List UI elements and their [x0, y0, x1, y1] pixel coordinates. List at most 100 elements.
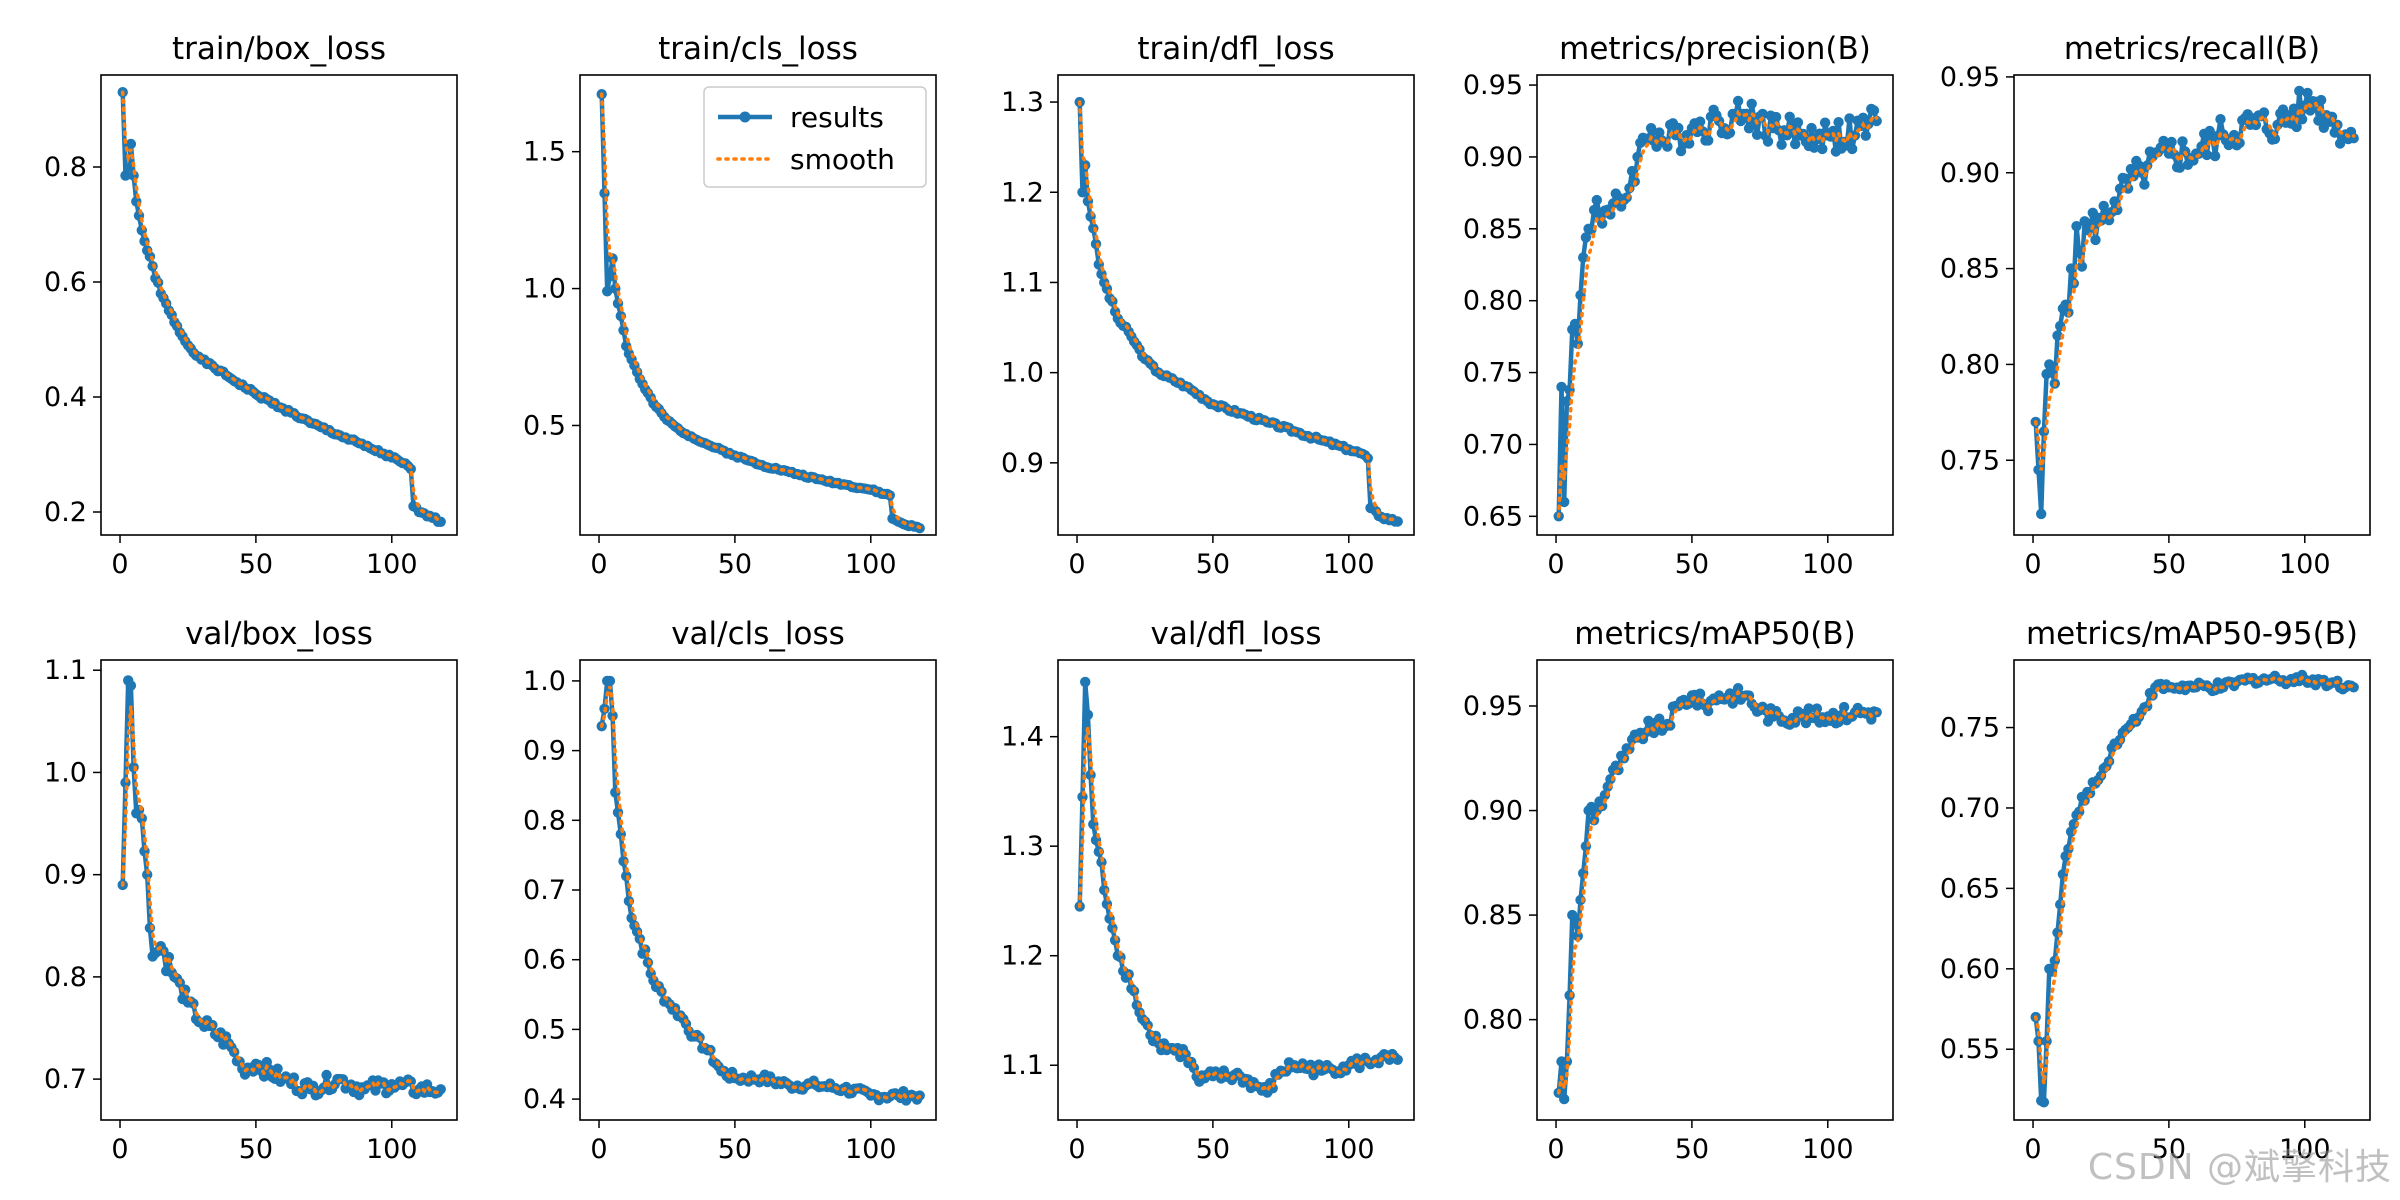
y-tick-label: 0.9 [1001, 448, 1044, 479]
results-point [2348, 133, 2359, 144]
x-tick-label: 100 [366, 549, 418, 580]
results-point [1743, 123, 1755, 134]
results-point [2302, 87, 2313, 99]
results-point [1559, 1093, 1570, 1105]
results-line [1556, 98, 1879, 517]
results-point [258, 1071, 270, 1082]
axes-frame [1536, 659, 1894, 1121]
results-point [1732, 95, 1744, 107]
results-point [321, 1069, 332, 1081]
results-point [1703, 135, 1714, 146]
smooth-line [2033, 675, 2356, 1084]
y-tick-label: 0.95 [1463, 70, 1523, 101]
results-line [599, 678, 922, 1103]
y-tick-label: 0.75 [1463, 358, 1523, 389]
results-point [2288, 103, 2300, 114]
results-point [1806, 122, 1817, 134]
smooth-line [120, 706, 443, 1096]
results-point [1847, 143, 1858, 155]
results-point [2090, 234, 2101, 246]
results-markers [1553, 95, 1882, 522]
results-point [1792, 117, 1804, 128]
results-point [1828, 125, 1839, 137]
x-tick-label: 0 [111, 1134, 128, 1165]
results-point [1727, 698, 1738, 709]
results-point [2052, 330, 2063, 341]
subplot-train-dfl-loss: train/dfl_loss 0 50 100 0.9 1.0 1.1 1.2 1.3 [1001, 31, 1415, 580]
axes-frame [100, 74, 458, 536]
subplot-title: metrics/recall(B) [2064, 31, 2320, 67]
y-tick-label: 0.95 [1940, 62, 2000, 93]
y-tick-label: 1.0 [44, 757, 87, 788]
legend-results-label: results [790, 101, 884, 134]
results-point [604, 271, 616, 282]
results-point [2215, 114, 2226, 125]
x-tick-label: 50 [2152, 1134, 2186, 1165]
results-point [1645, 123, 1657, 134]
results-point [1080, 676, 1091, 688]
results-markers [117, 87, 446, 527]
results-point [2166, 136, 2177, 148]
results-line [120, 678, 443, 1098]
y-tick-label: 0.65 [1940, 873, 2000, 904]
subplot-val-box-loss: val/box_loss 0 50 100 0.7 0.8 0.9 1.0 1.1 [44, 616, 458, 1165]
results-point [1654, 713, 1665, 724]
legend-box [703, 86, 927, 188]
results-point [125, 680, 137, 691]
y-tick-label: 0.8 [44, 152, 87, 183]
smooth-line [1556, 109, 1879, 519]
results-point [2038, 1097, 2050, 1108]
y-tick-label: 0.60 [1940, 954, 2000, 985]
y-tick-label: 0.85 [1463, 214, 1523, 245]
results-point [2036, 508, 2047, 520]
subplot-title: metrics/mAP50-95(B) [2026, 616, 2358, 652]
axes-frame [579, 74, 937, 536]
y-tick-label: 0.80 [1463, 1005, 1523, 1036]
results-markers [596, 675, 925, 1106]
subplot-title: train/dfl_loss [1137, 31, 1334, 67]
x-tick-label: 50 [1196, 1134, 1230, 1165]
results-point [607, 710, 618, 721]
y-tick-label: 0.70 [1463, 429, 1523, 460]
results-point [272, 1063, 283, 1074]
y-tick-label: 0.75 [1940, 445, 2000, 476]
y-tick-label: 0.9 [44, 860, 87, 891]
results-point [1654, 127, 1665, 138]
subplot-title: val/box_loss [185, 616, 373, 652]
results-point [2269, 133, 2281, 145]
results-point [1860, 130, 1872, 141]
smooth-line [2033, 99, 2356, 471]
y-tick-label: 1.3 [1001, 87, 1044, 118]
results-point [1809, 142, 1820, 153]
x-tick-label: 100 [1802, 549, 1854, 580]
results-markers [2030, 669, 2359, 1108]
subplot-metrics-map50-95-b-: metrics/mAP50-95(B) 0 50 100 0.55 0.60 0.65 0.7… [1940, 616, 2371, 1165]
subplot-title: train/cls_loss [658, 31, 858, 67]
y-tick-label: 0.85 [1463, 900, 1523, 931]
results-point [1811, 703, 1823, 714]
results-point [1776, 139, 1787, 150]
subplot-title: metrics/precision(B) [1559, 31, 1871, 67]
results-line [1077, 679, 1400, 1095]
results-point [1762, 136, 1774, 147]
y-tick-label: 0.55 [1940, 1034, 2000, 1065]
results-line [2033, 672, 2355, 1105]
y-tick-label: 0.90 [1463, 142, 1523, 173]
results-point [120, 170, 131, 181]
y-tick-label: 0.4 [44, 382, 87, 413]
results-point [1757, 108, 1768, 120]
y-tick-label: 1.0 [523, 666, 566, 697]
y-tick-label: 0.4 [523, 1084, 566, 1115]
smooth-line [1556, 689, 1879, 1095]
results-point [1803, 703, 1815, 714]
y-tick-label: 0.70 [1940, 793, 2000, 824]
y-tick-label: 0.8 [44, 962, 87, 993]
smooth-line [1077, 726, 1400, 1094]
results-markers [1553, 683, 1882, 1105]
x-tick-label: 100 [1802, 1134, 1854, 1165]
x-tick-label: 0 [590, 1134, 607, 1165]
results-markers [2030, 85, 2359, 520]
results-point [1746, 98, 1757, 110]
x-tick-label: 0 [2024, 1134, 2041, 1165]
results-point [1833, 117, 1844, 128]
